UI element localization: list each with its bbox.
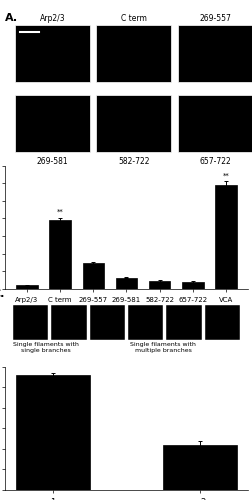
Text: 269-557: 269-557 (198, 14, 230, 24)
FancyBboxPatch shape (13, 306, 48, 340)
FancyBboxPatch shape (96, 96, 171, 152)
FancyBboxPatch shape (15, 96, 90, 152)
Text: C.: C. (0, 290, 5, 300)
FancyBboxPatch shape (96, 25, 171, 82)
Bar (49, 220, 71, 289)
Bar (163, 445, 236, 490)
Text: **: ** (56, 209, 63, 215)
FancyBboxPatch shape (51, 306, 86, 340)
Text: **: ** (222, 173, 229, 179)
Text: 657-722: 657-722 (199, 157, 230, 166)
FancyBboxPatch shape (15, 25, 90, 82)
Text: Arp2/3: Arp2/3 (40, 14, 65, 24)
Bar (16, 375, 89, 490)
FancyBboxPatch shape (177, 96, 252, 152)
FancyBboxPatch shape (128, 306, 163, 340)
Bar (115, 278, 137, 289)
FancyBboxPatch shape (177, 25, 252, 82)
Bar (82, 264, 104, 289)
FancyBboxPatch shape (204, 306, 239, 340)
Bar (214, 185, 236, 289)
Text: Single filaments with
single branches: Single filaments with single branches (13, 342, 78, 353)
Bar (148, 281, 170, 289)
Text: 269-581: 269-581 (37, 157, 68, 166)
Text: C term: C term (120, 14, 146, 24)
Text: A.: A. (5, 13, 18, 23)
Bar (181, 282, 203, 289)
FancyBboxPatch shape (89, 306, 124, 340)
Text: 582-722: 582-722 (118, 157, 149, 166)
FancyBboxPatch shape (166, 306, 201, 340)
Text: Single filaments with
multiple branches: Single filaments with multiple branches (130, 342, 196, 353)
Bar (16, 286, 38, 289)
